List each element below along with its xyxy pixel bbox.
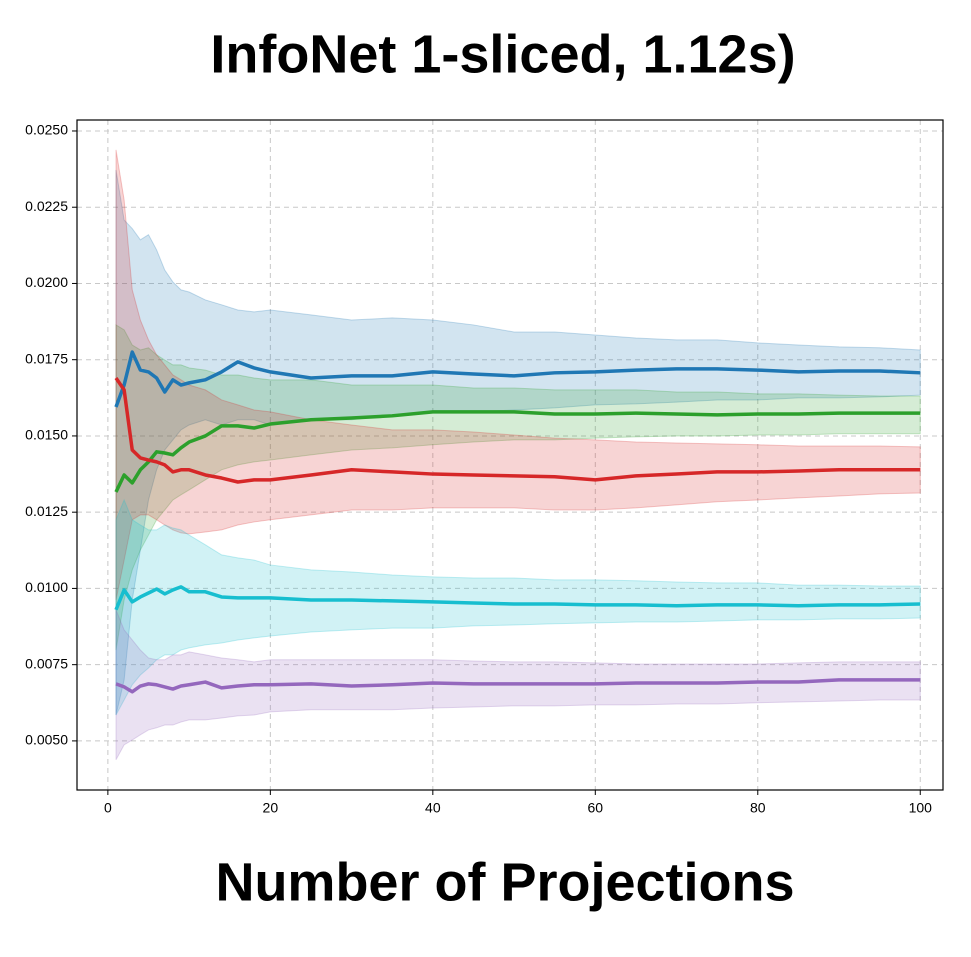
band xyxy=(115,498,921,716)
grid xyxy=(77,120,943,790)
x-tick-label: 80 xyxy=(750,800,766,816)
y-tick-label: 0.0100 xyxy=(25,579,68,595)
x-axis-label: Number of Projections xyxy=(215,852,794,912)
series-line xyxy=(115,678,921,694)
y-tick-label: 0.0125 xyxy=(25,503,68,519)
y-tick-label: 0.0150 xyxy=(25,427,68,443)
series-line xyxy=(114,410,921,493)
plot-frame xyxy=(76,119,944,791)
y-tick-label: 0.0200 xyxy=(25,274,68,290)
series-line xyxy=(114,350,921,408)
y-tick-label: 0.0075 xyxy=(25,655,68,671)
chart-title: InfoNet 1-sliced, 1.12s) xyxy=(210,24,795,84)
band xyxy=(115,169,921,716)
band xyxy=(115,149,921,601)
ticks: 0.0050 0.0075 0.0100 0.0125 0.0150 0.0175 0.02… xyxy=(25,122,932,816)
y-tick-label: 0.0250 xyxy=(25,122,68,138)
x-tick-label: 40 xyxy=(425,800,441,816)
x-tick-label: 20 xyxy=(263,800,279,816)
x-tick-label: 100 xyxy=(909,800,933,816)
series-line xyxy=(114,585,921,611)
x-tick-label: 60 xyxy=(588,800,604,816)
series-line xyxy=(114,377,921,484)
x-tick-label: 0 xyxy=(104,800,112,816)
y-tick-label: 0.0225 xyxy=(25,198,68,214)
lines xyxy=(114,350,921,694)
y-tick-label: 0.0050 xyxy=(25,732,68,748)
bands xyxy=(115,149,921,761)
y-tick-label: 0.0175 xyxy=(25,350,68,366)
band xyxy=(115,324,921,651)
